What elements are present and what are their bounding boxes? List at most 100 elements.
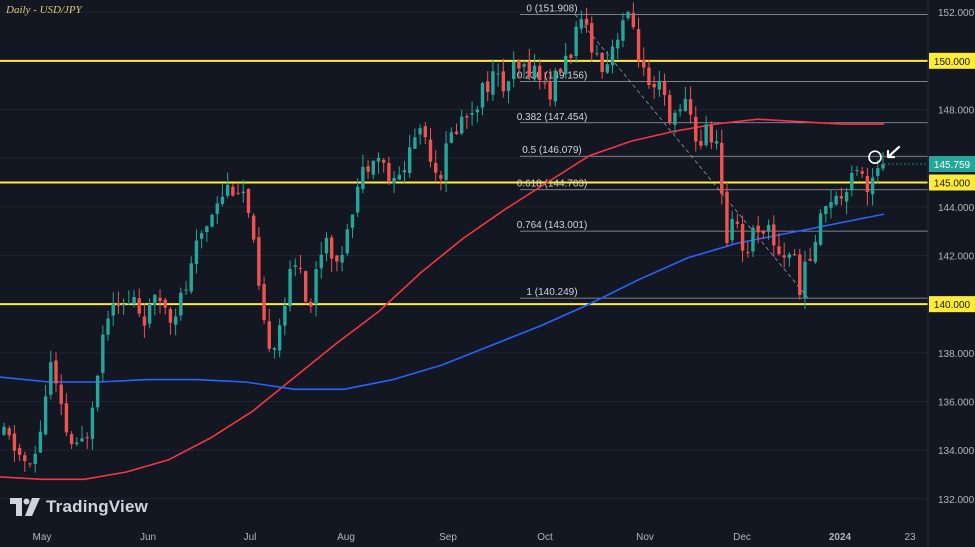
candle-body bbox=[876, 168, 880, 176]
candle-body bbox=[491, 71, 495, 95]
time-tick-label: May bbox=[33, 532, 52, 543]
candle-body bbox=[158, 297, 162, 302]
candle-body bbox=[600, 52, 604, 73]
candle-body bbox=[777, 246, 781, 255]
arrow-icon bbox=[886, 145, 901, 159]
highlight-circle bbox=[868, 150, 882, 165]
price-axis: 132.000 134.000 136.000 138.000 142.000 144.0… bbox=[927, 0, 975, 547]
candle-body bbox=[329, 237, 334, 259]
price-tick-label: 132.000 bbox=[938, 495, 975, 506]
candle-body bbox=[850, 172, 854, 190]
candle-body bbox=[746, 252, 750, 254]
candle-body bbox=[101, 334, 105, 373]
candle-body bbox=[28, 463, 32, 465]
key-level-tag bbox=[929, 52, 975, 69]
candle-body bbox=[428, 139, 433, 162]
candle-body bbox=[43, 396, 48, 435]
candle-body bbox=[12, 433, 17, 451]
candle-body bbox=[766, 225, 771, 231]
candle-body bbox=[465, 116, 469, 118]
candle-body bbox=[792, 254, 797, 256]
price-tick-label: 138.000 bbox=[938, 349, 975, 360]
moving-average-red bbox=[0, 118, 884, 481]
candle-body bbox=[449, 132, 454, 143]
candle-body bbox=[309, 301, 313, 307]
candle-body bbox=[865, 176, 870, 193]
candle-body bbox=[808, 258, 812, 261]
candle-body bbox=[210, 214, 214, 227]
price-tick-label: 144.000 bbox=[938, 203, 975, 214]
candle-body bbox=[298, 267, 303, 269]
candle-body bbox=[740, 223, 745, 251]
candle-body bbox=[444, 143, 448, 180]
candle-body bbox=[636, 29, 641, 61]
candle-body bbox=[381, 159, 386, 163]
time-tick-label: Sep bbox=[439, 532, 457, 543]
candle-body bbox=[17, 447, 22, 455]
candle-body bbox=[106, 318, 110, 335]
tradingview-icon bbox=[10, 498, 40, 516]
candle-body bbox=[553, 70, 558, 102]
candle-body bbox=[714, 141, 719, 144]
candle-body bbox=[402, 170, 407, 173]
candle-body bbox=[522, 64, 526, 67]
current-price-tag bbox=[929, 156, 975, 173]
key-level-label: 140.000 bbox=[934, 300, 971, 311]
candle-body bbox=[407, 147, 412, 173]
candle-body bbox=[220, 196, 225, 204]
candle-body bbox=[236, 192, 240, 194]
price-axis-panel bbox=[928, 0, 975, 547]
fib-level-label: 0.764 (143.001) bbox=[517, 220, 588, 231]
candle-body bbox=[319, 254, 323, 269]
candle-body bbox=[798, 254, 802, 295]
candle-body bbox=[111, 303, 115, 316]
key-level-tag bbox=[929, 296, 975, 313]
candle-body bbox=[486, 81, 490, 92]
candle-body bbox=[345, 229, 349, 254]
candle-body bbox=[558, 68, 563, 73]
current-price-label: 145.759 bbox=[934, 160, 971, 171]
candle-body bbox=[303, 271, 308, 302]
key-levels bbox=[0, 59, 928, 306]
time-tick-label: 23 bbox=[904, 532, 916, 543]
time-tick-label: 2024 bbox=[829, 532, 852, 543]
candle-body bbox=[272, 348, 277, 350]
candle-body bbox=[121, 304, 126, 306]
candle-body bbox=[95, 375, 100, 408]
candle-body bbox=[855, 169, 859, 172]
candle-body bbox=[371, 160, 375, 175]
candle-body bbox=[168, 308, 173, 323]
candle-body bbox=[662, 81, 667, 96]
fib-level-label: 0 (151.908) bbox=[526, 3, 577, 14]
candle-body bbox=[470, 113, 474, 115]
candle-body bbox=[761, 230, 766, 234]
candle-body bbox=[194, 240, 199, 264]
candle-body bbox=[657, 80, 662, 90]
candle-body bbox=[538, 65, 542, 81]
candle-body bbox=[33, 453, 37, 464]
candle-body bbox=[652, 83, 656, 88]
fib-level-label: 0.618 (144.703) bbox=[517, 179, 588, 190]
candle-body bbox=[225, 184, 230, 196]
candle-body bbox=[720, 142, 724, 194]
candle-body bbox=[881, 164, 885, 169]
candle-body bbox=[54, 360, 58, 384]
candle-body bbox=[751, 227, 755, 252]
candle-body bbox=[725, 191, 729, 244]
candle-body bbox=[59, 384, 63, 405]
candle-body bbox=[813, 241, 818, 262]
candle-body bbox=[184, 289, 188, 291]
candle-body bbox=[501, 71, 506, 92]
candle-body bbox=[590, 23, 594, 53]
candle-body bbox=[735, 221, 740, 224]
candle-body bbox=[418, 128, 422, 135]
candle-body bbox=[85, 437, 89, 439]
key-level-label: 145.000 bbox=[934, 178, 971, 189]
key-level-label: 150.000 bbox=[934, 57, 971, 68]
candle-body bbox=[860, 171, 864, 174]
candle-body bbox=[7, 428, 11, 436]
candle-body bbox=[569, 54, 573, 58]
candle-body bbox=[678, 109, 682, 112]
candle-body bbox=[366, 166, 370, 172]
candle-body bbox=[397, 174, 401, 180]
